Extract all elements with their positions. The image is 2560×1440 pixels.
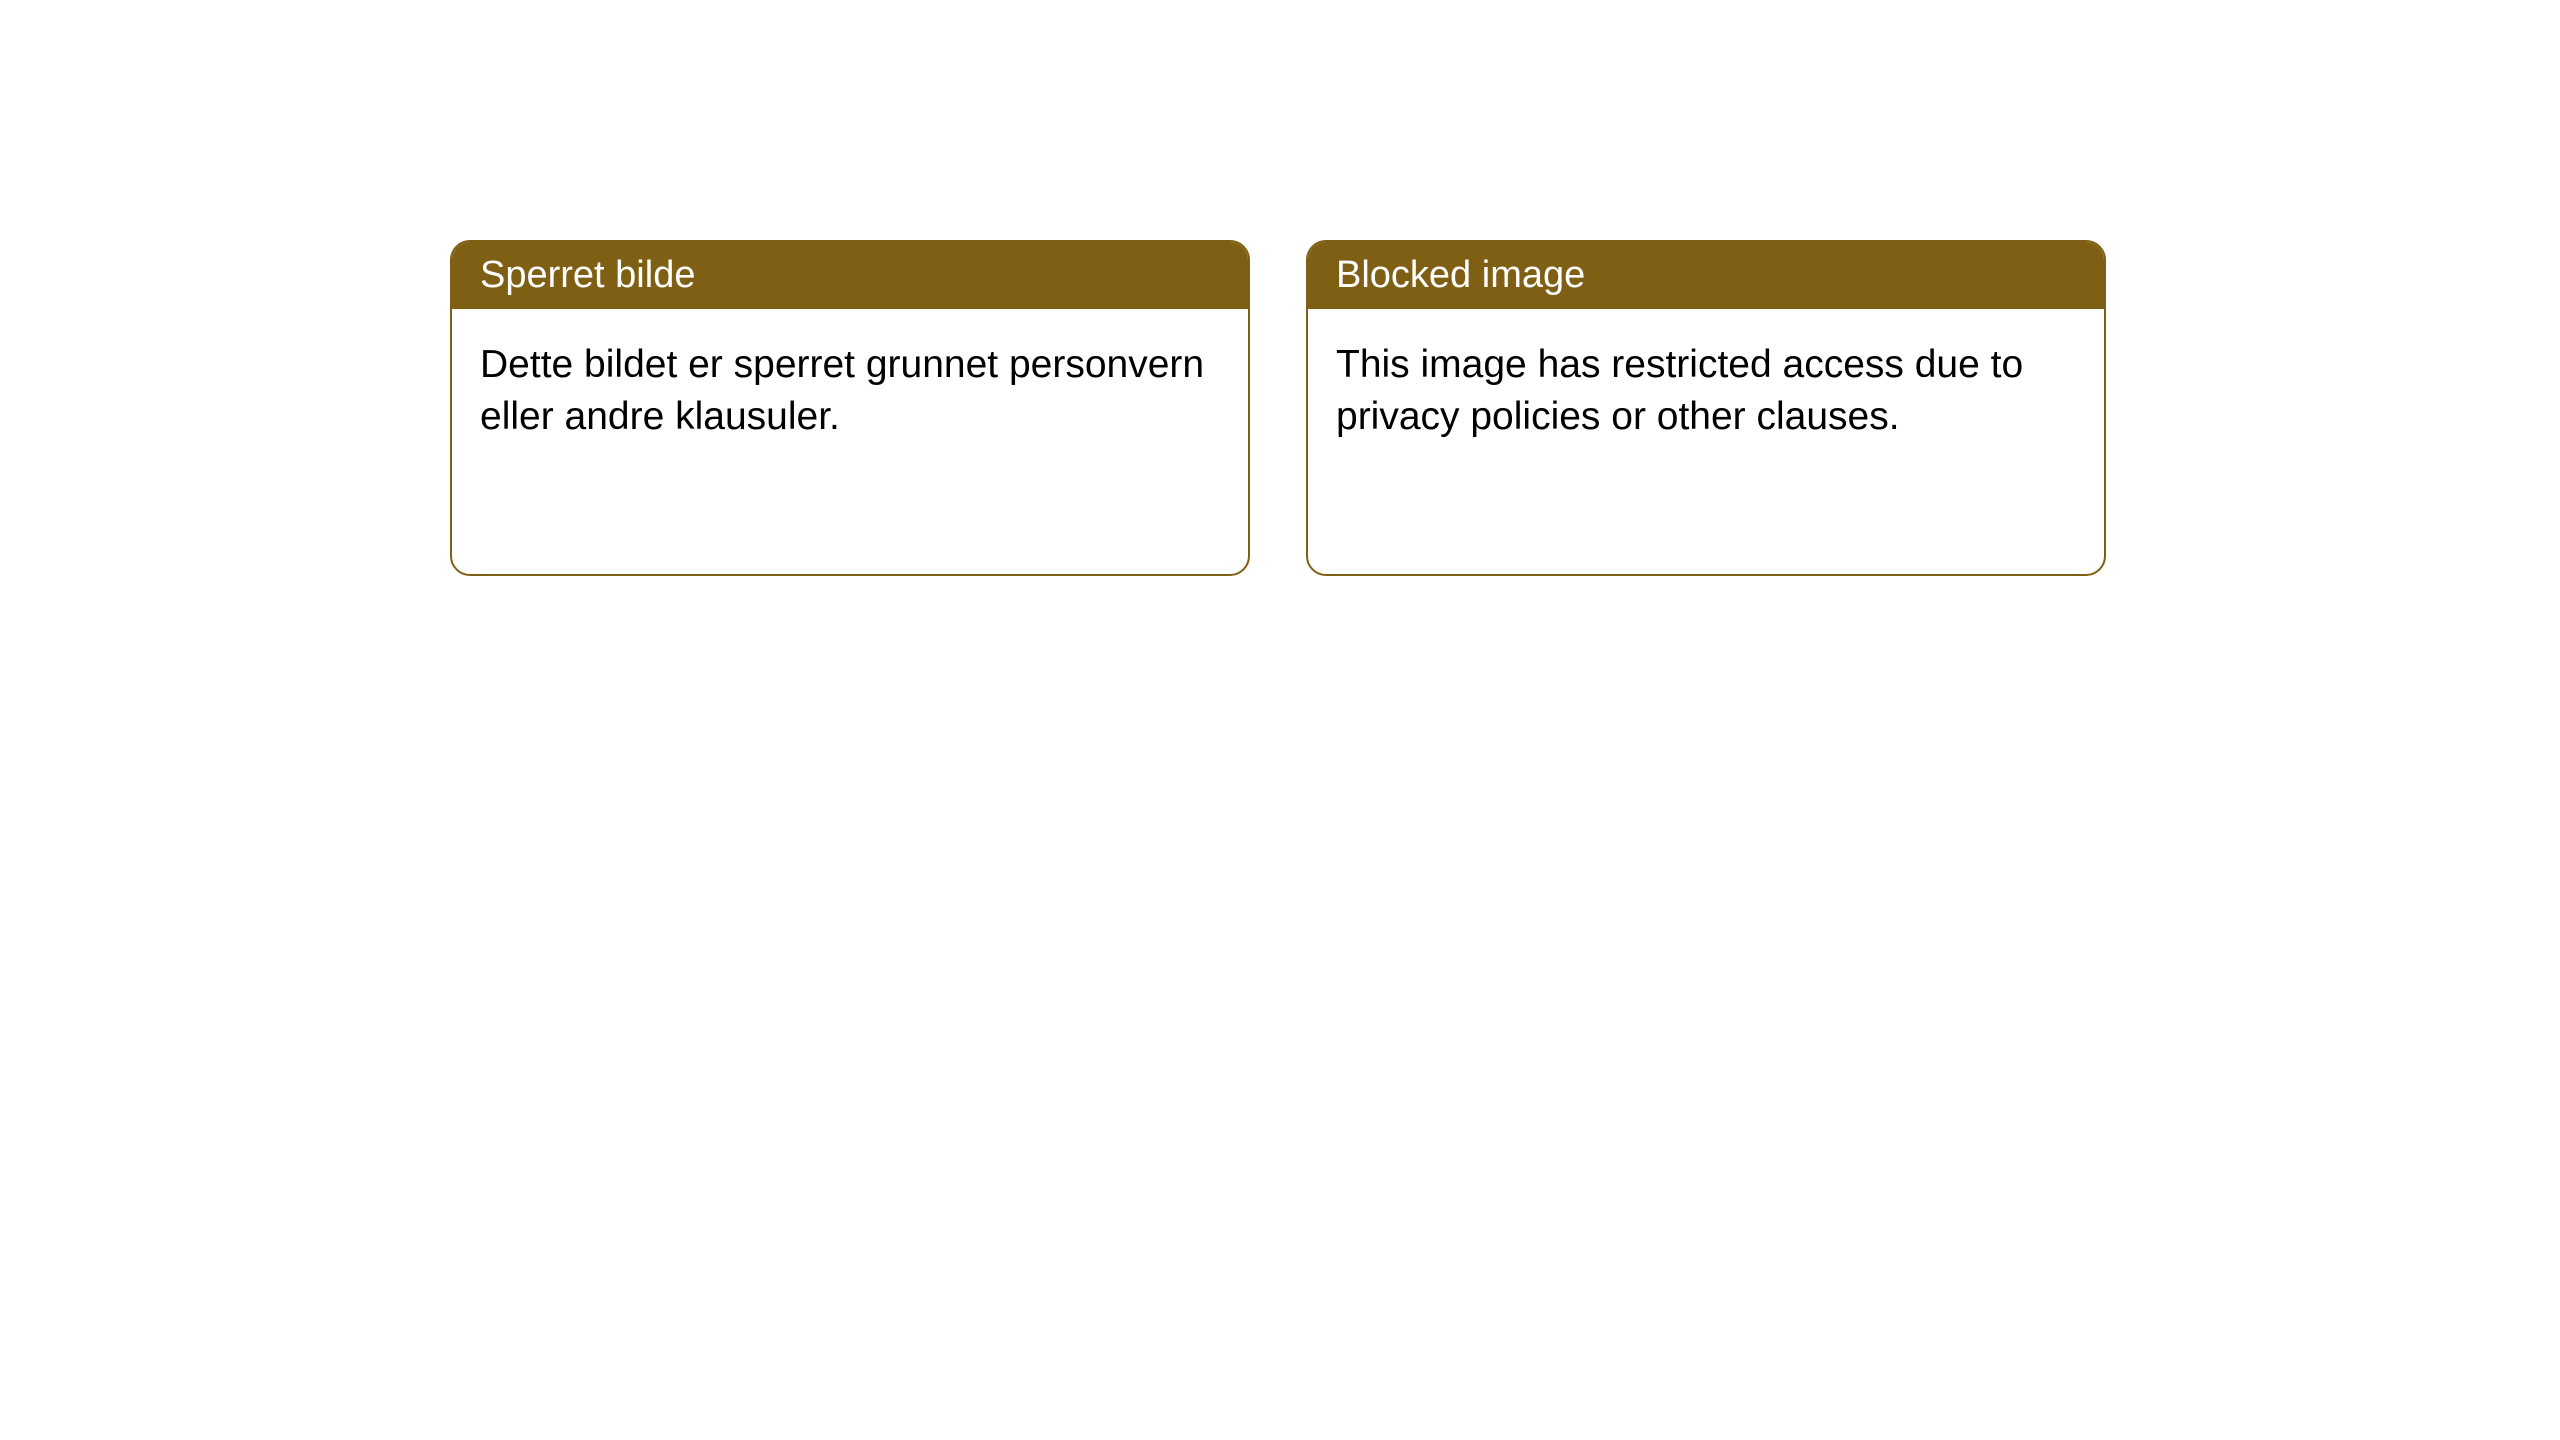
- notice-header: Sperret bilde: [452, 242, 1248, 309]
- notice-text: This image has restricted access due to …: [1336, 343, 2023, 438]
- notice-header: Blocked image: [1308, 242, 2104, 309]
- notice-title: Blocked image: [1336, 254, 1585, 296]
- notice-box-norwegian: Sperret bilde Dette bildet er sperret gr…: [450, 240, 1250, 576]
- notice-title: Sperret bilde: [480, 254, 695, 296]
- notice-body: This image has restricted access due to …: [1308, 309, 2104, 473]
- notice-container: Sperret bilde Dette bildet er sperret gr…: [0, 0, 2560, 576]
- notice-box-english: Blocked image This image has restricted …: [1306, 240, 2106, 576]
- notice-text: Dette bildet er sperret grunnet personve…: [480, 343, 1204, 438]
- notice-body: Dette bildet er sperret grunnet personve…: [452, 309, 1248, 473]
